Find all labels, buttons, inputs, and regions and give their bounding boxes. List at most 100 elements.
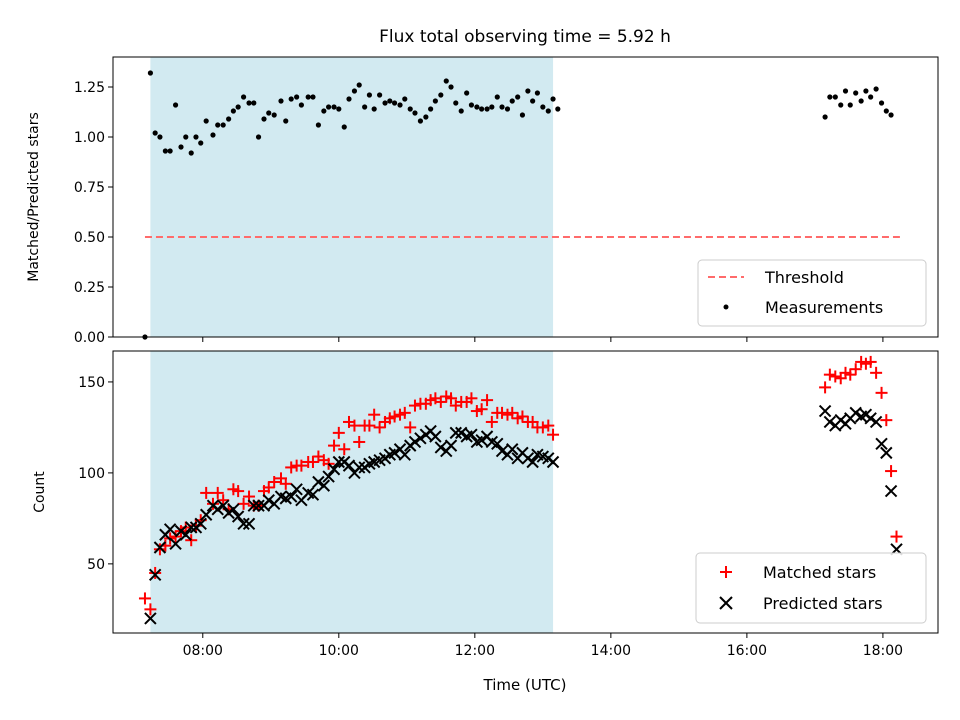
measurement-point	[305, 94, 311, 100]
matched-star-point	[398, 406, 411, 419]
measurement-point	[530, 98, 536, 104]
measurement-point	[210, 132, 216, 138]
matched-star-point	[875, 386, 888, 399]
predicted-star-point	[398, 448, 411, 461]
measurement-point	[266, 110, 272, 116]
measurement-point	[203, 118, 209, 124]
predicted-star-point	[327, 463, 341, 476]
measurement-point	[407, 106, 413, 112]
measurement-point	[555, 106, 561, 112]
matched-star-point	[338, 443, 351, 456]
matched-star-point	[475, 403, 488, 416]
measurement-point	[366, 92, 373, 98]
bottom-y-tick-label: 150	[78, 375, 105, 391]
matched-star-point	[829, 370, 842, 383]
matched-star-point	[434, 395, 447, 408]
measurement-point	[387, 98, 393, 104]
measurement-point	[540, 104, 546, 110]
predicted-star-point	[144, 612, 157, 625]
top-legend: Threshold Measurements	[697, 259, 927, 327]
measurement-point	[412, 110, 418, 116]
matched-star-point	[306, 455, 319, 468]
measurement-point	[246, 100, 252, 106]
count-panel: 08:00 10:00 12:00 14:00 16:00 18:00 50 100 150 C…	[32, 350, 939, 659]
measurement-point	[534, 90, 541, 96]
measurement-point	[377, 92, 383, 98]
measurement-point	[453, 100, 459, 106]
top-observing-span	[150, 57, 554, 337]
matched-star-point	[211, 486, 224, 499]
predicted-star-point	[342, 459, 356, 472]
measurement-point	[183, 134, 189, 140]
measurement-point	[162, 148, 168, 154]
measurement-point	[298, 102, 304, 108]
predicted-star-point	[312, 475, 325, 489]
measurement-point	[152, 130, 158, 136]
x-tick-label: 16:00	[727, 643, 767, 659]
matched-star-point	[823, 368, 836, 381]
predicted-star-point	[199, 508, 213, 521]
predicted-star-point	[526, 455, 539, 469]
measurement-point	[868, 94, 874, 100]
measurement-point	[271, 112, 277, 118]
predicted-star-point	[169, 537, 182, 551]
predicted-star-point	[388, 446, 401, 460]
measurement-point	[504, 106, 511, 112]
predicted-star-point	[875, 437, 888, 450]
predicted-legend-label: Predicted stars	[763, 594, 883, 613]
predicted-star-point	[332, 455, 346, 469]
matched-star-point	[363, 419, 376, 432]
measurement-point	[240, 94, 247, 100]
measurement-point	[842, 88, 849, 94]
bottom-legend-box	[695, 552, 927, 624]
predicted-star-point	[148, 568, 162, 581]
measurement-point	[167, 148, 173, 154]
measurement-point	[494, 94, 500, 100]
matched-star-point	[332, 426, 345, 439]
predicted-star-point	[227, 503, 240, 516]
matched-legend-label: Matched stars	[763, 563, 876, 582]
measurement-point	[515, 94, 521, 100]
predicted-star-point	[455, 426, 468, 440]
matched-star-point	[445, 392, 458, 405]
predicted-star-point	[179, 528, 192, 541]
matched-star-point	[348, 419, 361, 432]
matched-star-point	[268, 475, 281, 488]
measurement-point	[847, 102, 853, 108]
predicted-star-point	[185, 521, 198, 534]
measurement-point	[832, 94, 838, 100]
matched-star-point	[328, 439, 341, 452]
measurement-point	[519, 112, 526, 118]
matched-star-point	[536, 421, 549, 434]
measurement-point	[458, 108, 464, 114]
matched-star-point	[481, 394, 494, 407]
predicted-star-point	[290, 483, 303, 496]
predicted-legend-swatch	[719, 596, 733, 610]
measurement-point	[853, 90, 859, 96]
matched-star-point	[547, 428, 560, 441]
measurement-point	[838, 102, 844, 108]
predicted-star-point	[434, 441, 448, 454]
measurement-point	[356, 82, 362, 88]
measurement-point	[157, 134, 163, 140]
measurement-point	[438, 92, 444, 98]
predicted-star-point	[429, 430, 442, 443]
top-y-tick-label: 0.25	[74, 280, 105, 296]
matched-star-point	[232, 485, 245, 498]
matched-legend-swatch	[720, 566, 732, 578]
matched-star-point	[388, 410, 401, 423]
predicted-star-point	[242, 517, 256, 531]
bottom-y-axis-label: Count	[32, 471, 48, 513]
top-legend-box	[697, 259, 927, 327]
measurement-point	[215, 122, 221, 128]
measurement-point	[315, 122, 321, 128]
matched-star-point	[279, 477, 292, 490]
predicted-star-point	[194, 517, 207, 531]
measurement-point	[391, 100, 398, 106]
matched-star-point	[149, 566, 162, 579]
threshold-legend-label: Threshold	[764, 268, 844, 287]
measurement-point	[550, 96, 556, 102]
predicted-star-point	[414, 432, 427, 445]
matched-star-point	[144, 603, 157, 616]
measurement-point	[858, 98, 864, 104]
